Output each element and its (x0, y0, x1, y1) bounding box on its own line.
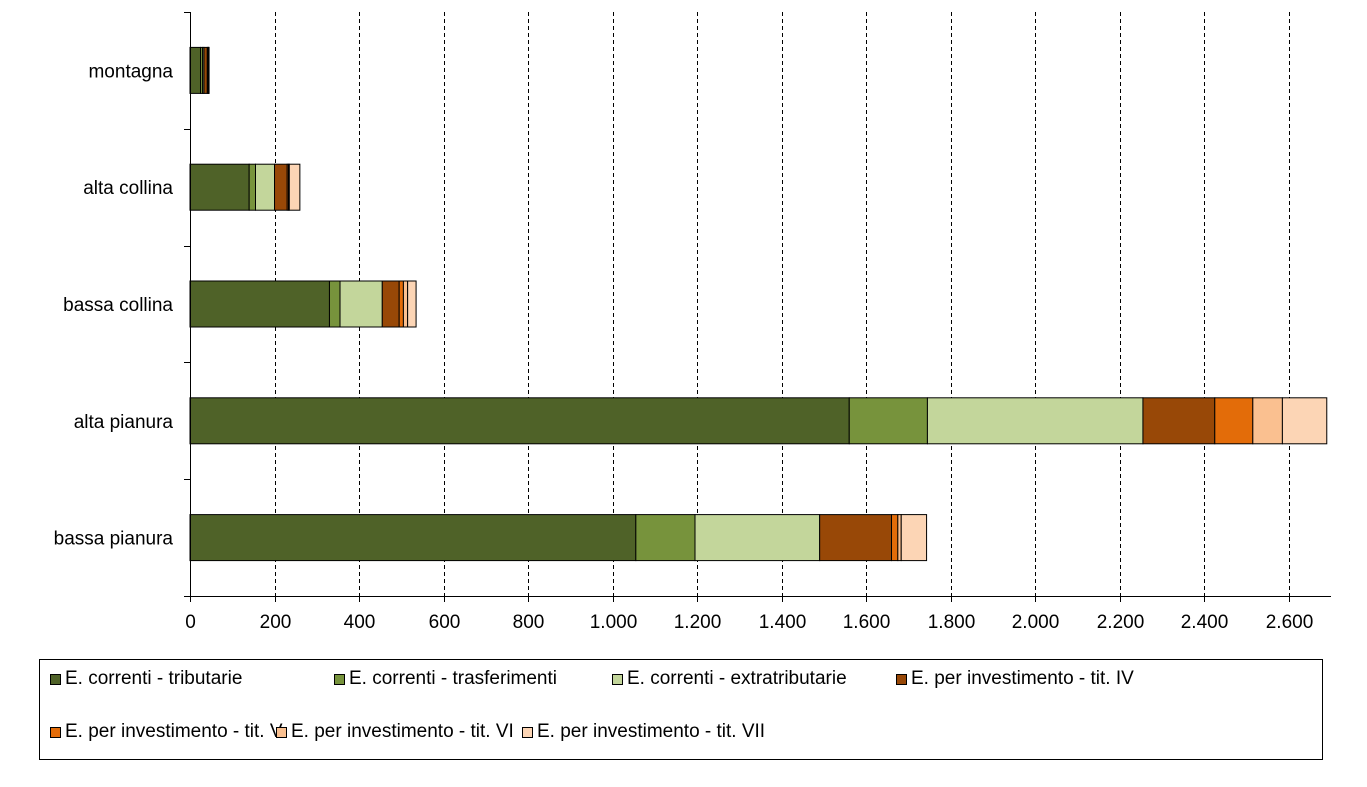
x-tick-label: 1.200 (674, 612, 722, 633)
bar-segment (1281, 397, 1328, 445)
legend-label: E. correnti - trasferimenti (349, 668, 557, 689)
bar-segment (1142, 397, 1216, 445)
legend-item: E. per investimento - tit. VI (276, 721, 514, 743)
bar-segment (274, 163, 288, 211)
x-tick-label: 1.000 (590, 612, 638, 633)
x-tick-label: 600 (429, 612, 461, 633)
bar-segment (189, 46, 202, 94)
bar-segment (848, 397, 928, 445)
x-tick-label: 2.600 (1266, 612, 1314, 633)
legend-swatch (612, 673, 623, 685)
y-category-label: bassa collina (63, 295, 173, 316)
x-tick-label: 0 (185, 612, 196, 633)
bar-segment (1252, 397, 1283, 445)
x-tick-label: 2.200 (1097, 612, 1145, 633)
bar-segment (248, 163, 257, 211)
bar-segment (891, 514, 899, 562)
bar-segment (694, 514, 821, 562)
bar-segment (819, 514, 893, 562)
legend-label: E. correnti - tributarie (65, 668, 243, 689)
y-category-label: alta collina (83, 178, 173, 199)
bar-segment (398, 280, 404, 328)
x-tick-label: 400 (344, 612, 376, 633)
bar-segment (407, 280, 417, 328)
legend: E. correnti - tributarie E. correnti - tr… (39, 659, 1323, 760)
legend-label: E. per investimento - tit. VII (537, 721, 766, 742)
legend-swatch (50, 726, 61, 738)
x-tick-label: 800 (513, 612, 545, 633)
bar-segment (926, 397, 1144, 445)
bar-segment (189, 280, 330, 328)
bar-segment (203, 46, 208, 94)
legend-item: E. correnti - tributarie (50, 668, 242, 690)
legend-label: E. per investimento - tit. V (65, 721, 283, 742)
legend-item: E. correnti - extratributarie (612, 668, 847, 690)
x-tick-label: 2.000 (1012, 612, 1060, 633)
legend-item: E. per investimento - tit. VII (522, 721, 765, 743)
bar-segment (381, 280, 400, 328)
x-tick-label: 1.800 (928, 612, 976, 633)
axes: 0 200 400 600 800 1.000 1.200 1.400 1.600 1.800 2.… (54, 12, 1331, 633)
bar-segment (900, 514, 928, 562)
legend-swatch (334, 673, 345, 685)
bar-segment (189, 163, 250, 211)
gridlines (275, 12, 1290, 596)
legend-swatch (276, 726, 287, 738)
legend-swatch (50, 673, 61, 685)
bar-segment (189, 397, 850, 445)
legend-item: E. correnti - trasferimenti (334, 668, 557, 690)
x-tick-label: 1.400 (759, 612, 807, 633)
y-category-label: bassa pianura (54, 529, 174, 550)
bar-segment (328, 280, 341, 328)
bar-segment (208, 46, 210, 94)
legend-swatch (896, 673, 907, 685)
bars (189, 46, 1328, 562)
legend-item: E. per investimento - tit. IV (896, 668, 1134, 690)
bar-segment (189, 514, 637, 562)
bar-segment (339, 280, 383, 328)
x-tick-label: 2.400 (1181, 612, 1229, 633)
bar-segment (288, 163, 301, 211)
x-tick-label: 200 (260, 612, 292, 633)
bar-segment (897, 514, 902, 562)
legend-label: E. per investimento - tit. VI (291, 721, 514, 742)
legend-item: E. per investimento - tit. V (50, 721, 283, 743)
y-category-label: montagna (88, 61, 173, 82)
bar-segment (255, 163, 276, 211)
bar-segment (402, 280, 409, 328)
bar-segment (635, 514, 696, 562)
bar-segment (1214, 397, 1254, 445)
legend-swatch (522, 726, 533, 738)
x-tick-label: 1.600 (843, 612, 891, 633)
legend-label: E. per investimento - tit. IV (911, 668, 1134, 689)
legend-label: E. correnti - extratributarie (627, 668, 847, 689)
y-category-label: alta pianura (74, 412, 174, 433)
